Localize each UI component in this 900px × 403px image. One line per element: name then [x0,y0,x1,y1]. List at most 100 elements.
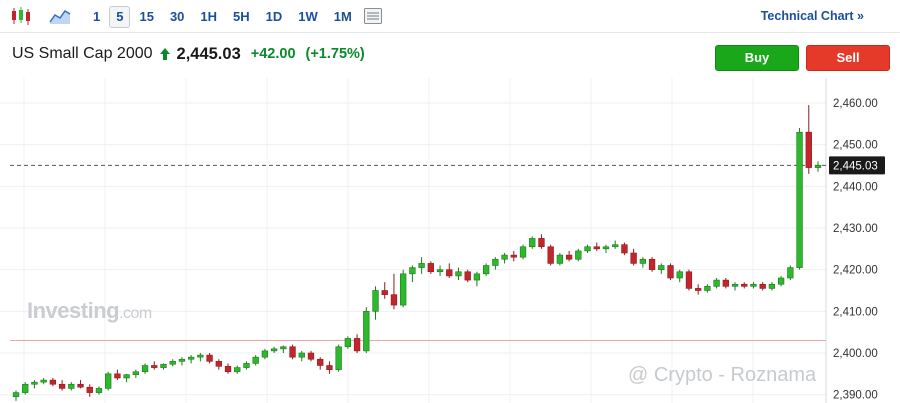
candle-body [58,383,66,389]
candle-body [418,263,425,268]
candle-body [529,238,536,248]
candle-body [31,381,38,385]
candle-body [317,358,324,366]
candle-body [722,279,729,287]
candle-body [630,252,637,264]
candlestick-icon[interactable] [10,6,32,26]
candle-body [538,238,545,248]
interval-1m[interactable]: 1M [333,9,352,24]
candle-body [335,346,342,370]
current-price-label: 2,445.03 [833,160,878,172]
interval-1h[interactable]: 1H [200,9,218,24]
candle-body [777,277,785,285]
candle-body [160,363,167,368]
candle-body [243,363,250,368]
candle-body [796,131,803,268]
candle-body [492,258,499,266]
candle-body [676,271,683,279]
candle-body [326,365,333,370]
candle-body [436,269,444,273]
y-tick-label: 2,420.00 [833,265,878,277]
candle-body [49,379,57,385]
last-price: 2,445.03 [176,44,241,63]
candle-body [602,246,610,250]
y-tick-label: 2,400.00 [833,348,878,360]
candle-body [612,244,619,248]
y-tick-label: 2,430.00 [833,223,878,235]
interval-1w[interactable]: 1W [298,9,318,24]
price-change: +42.00 [250,46,296,62]
buy-button[interactable]: Buy [715,45,799,71]
candle-body [704,286,711,291]
candle-body [381,290,388,295]
candle-body [132,371,139,375]
candle-body [731,283,739,287]
candle-body [759,283,766,289]
watermark-text: @ Crypto - Roznama [628,364,817,386]
y-tick-label: 2,410.00 [833,306,878,318]
candle-body [68,383,75,389]
candle-body [464,271,471,281]
candle-body [151,365,158,368]
instrument-header: US Small Cap 2000 2,445.03 +42.00 (+1.75… [12,44,365,64]
candle-body [187,356,195,360]
indicators-icon[interactable] [363,6,383,26]
interval-5[interactable]: 5 [109,6,131,28]
candle-body [501,254,508,260]
candle-body [77,383,84,388]
sell-button[interactable]: Sell [806,45,890,71]
candle-body [22,383,29,393]
candlestick-chart[interactable]: 2,390.00 2,400.00 2,410.00 2,420.00 2,430.00… [0,78,900,403]
candle-body [206,354,213,362]
candle-body [215,361,222,367]
candle-body [814,165,822,168]
interval-selector: 1 5 15 30 1H 5H 1D 1W 1M [86,6,361,28]
candle-body [409,267,416,275]
candle-body [446,269,453,277]
candle-body [270,348,278,352]
candle-body [123,374,130,379]
candle-body [224,366,232,373]
candle-body [482,265,490,275]
technical-chart-link[interactable]: Technical Chart » [760,9,864,23]
interval-1d[interactable]: 1D [265,9,283,24]
candle-body [307,352,315,360]
candle-body [400,273,407,306]
interval-15[interactable]: 15 [139,9,154,24]
candle-body [105,373,112,389]
candle-body [95,388,103,393]
candle-body [298,352,305,358]
candle-body [741,283,748,287]
candle-body [169,361,176,365]
candle-body [768,283,776,289]
candle-body [363,311,370,352]
candle-body [575,250,582,260]
candle-body [114,373,121,379]
candle-body [713,279,720,287]
area-chart-icon[interactable] [49,6,71,26]
candle-body [750,283,757,287]
interval-1[interactable]: 1 [93,9,101,24]
candle-body [280,346,287,350]
y-tick-label: 2,390.00 [833,390,878,402]
candle-body [547,246,554,264]
current-price-tag [829,156,885,175]
candle-body [565,254,573,260]
candle-body [289,346,296,358]
candle-body [12,392,20,398]
interval-30[interactable]: 30 [169,9,185,24]
candle-body [519,246,527,258]
candle-body [390,294,398,306]
candle-body [234,367,241,373]
candle-body [658,265,665,270]
candle-body [372,290,379,312]
candle-body [584,246,591,252]
candle-body [805,131,812,168]
candle-body [648,258,656,270]
candle-body [685,271,693,289]
candle-body [86,386,93,393]
interval-5h[interactable]: 5H [233,9,250,24]
chart-toolbar: 1 5 15 30 1H 5H 1D 1W 1M Technical Chart » [0,0,900,33]
candle-body [510,254,517,258]
y-tick-label: 2,460.00 [833,98,878,110]
